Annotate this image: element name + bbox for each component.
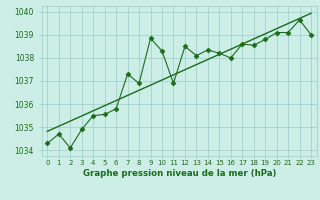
X-axis label: Graphe pression niveau de la mer (hPa): Graphe pression niveau de la mer (hPa) (83, 169, 276, 178)
